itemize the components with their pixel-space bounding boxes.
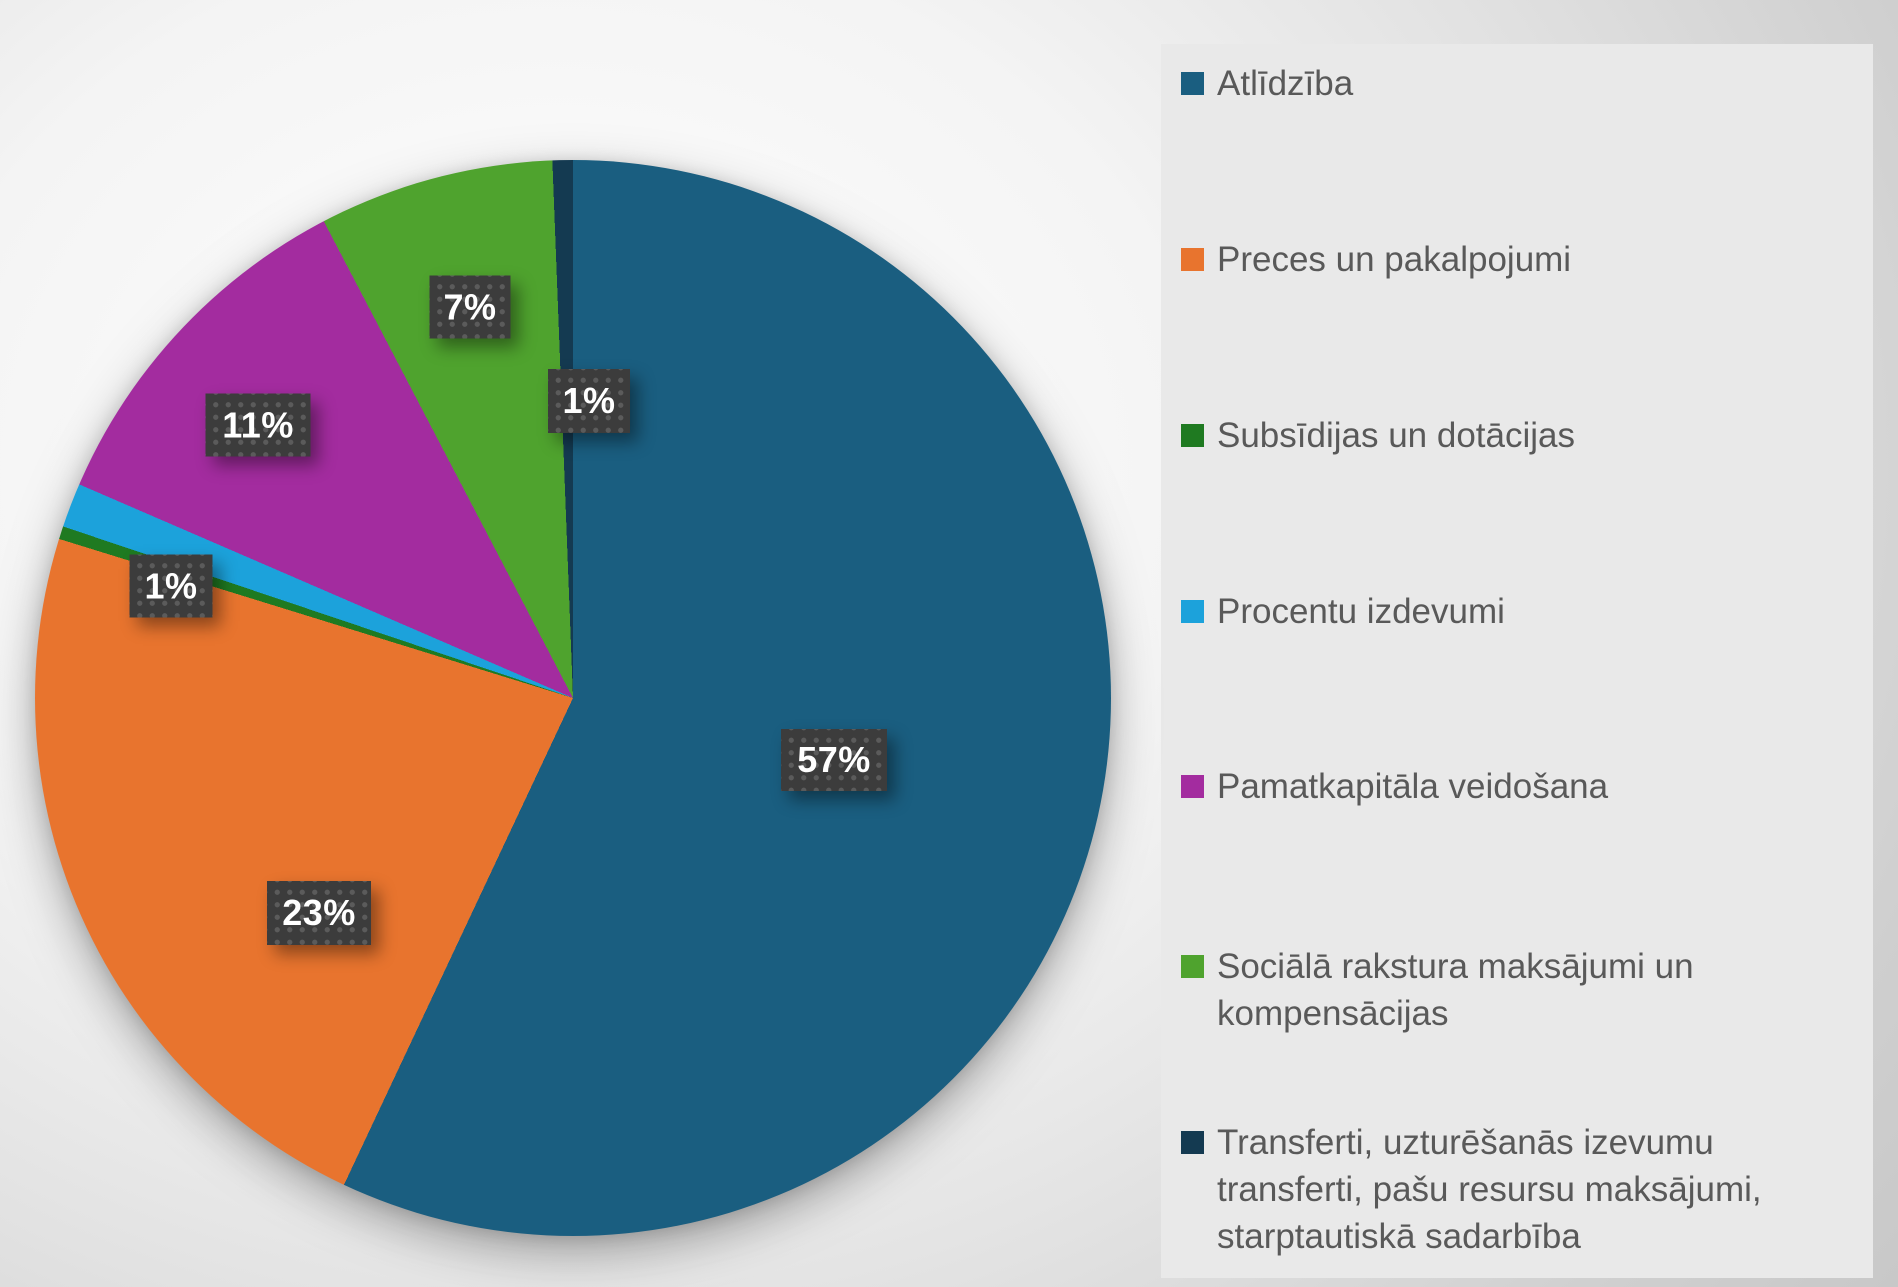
legend-item-4: Procentu izdevumi — [1181, 588, 1505, 635]
legend-label-line: Subsīdijas un dotācijas — [1217, 416, 1575, 455]
legend-label-line: Preces un pakalpojumi — [1217, 240, 1572, 279]
legend-item-3: Subsīdijas un dotācijas — [1181, 412, 1575, 459]
legend-label-line: Sociālā rakstura maksājumi un — [1217, 947, 1694, 986]
legend-swatch-icon — [1181, 955, 1204, 978]
legend-swatch-icon — [1181, 600, 1204, 623]
legend-label: Subsīdijas un dotācijas — [1217, 412, 1575, 459]
legend-label: Pamatkapitāla veidošana — [1217, 763, 1608, 810]
legend-label-line: Transferti, uzturēšanās izevumu — [1217, 1123, 1714, 1162]
legend-label-line: starptautiskā sadarbība — [1217, 1217, 1581, 1256]
pie-data-label: 23% — [267, 881, 371, 945]
legend-swatch-icon — [1181, 775, 1204, 798]
pie-data-label: 1% — [129, 554, 213, 618]
pie-data-label: 7% — [429, 275, 511, 339]
legend-item-1: Atlīdzība — [1181, 60, 1353, 107]
legend-label-line: Procentu izdevumi — [1217, 592, 1505, 631]
legend-label-line: kompensācijas — [1217, 994, 1449, 1033]
legend-label: Sociālā rakstura maksājumi un kompensācij… — [1217, 943, 1694, 1037]
legend-label: Procentu izdevumi — [1217, 588, 1505, 635]
legend-swatch-icon — [1181, 248, 1204, 271]
legend-item-6: Sociālā rakstura maksājumi un kompensācij… — [1181, 943, 1694, 1037]
legend-item-7: Transferti, uzturēšanās izevumu transfert… — [1181, 1119, 1762, 1260]
legend-label-line: Atlīdzība — [1217, 64, 1354, 103]
legend-label-line: Pamatkapitāla veidošana — [1217, 767, 1609, 806]
pie-data-label: 11% — [205, 393, 311, 457]
pie-data-label: 57% — [781, 729, 887, 791]
legend-label-line: transferti, pašu resursu maksājumi, — [1217, 1170, 1762, 1209]
legend-swatch-icon — [1181, 72, 1204, 95]
legend-item-2: Preces un pakalpojumi — [1181, 236, 1571, 283]
legend-label: Transferti, uzturēšanās izevumu transfert… — [1217, 1119, 1762, 1260]
pie-data-label: 1% — [548, 369, 630, 433]
pie-chart — [35, 160, 1111, 1236]
legend-item-5: Pamatkapitāla veidošana — [1181, 763, 1608, 810]
legend-swatch-icon — [1181, 424, 1204, 447]
legend-label: Preces un pakalpojumi — [1217, 236, 1571, 283]
legend-swatch-icon — [1181, 1131, 1204, 1154]
legend-label: Atlīdzība — [1217, 60, 1353, 107]
legend-panel — [1161, 44, 1873, 1278]
